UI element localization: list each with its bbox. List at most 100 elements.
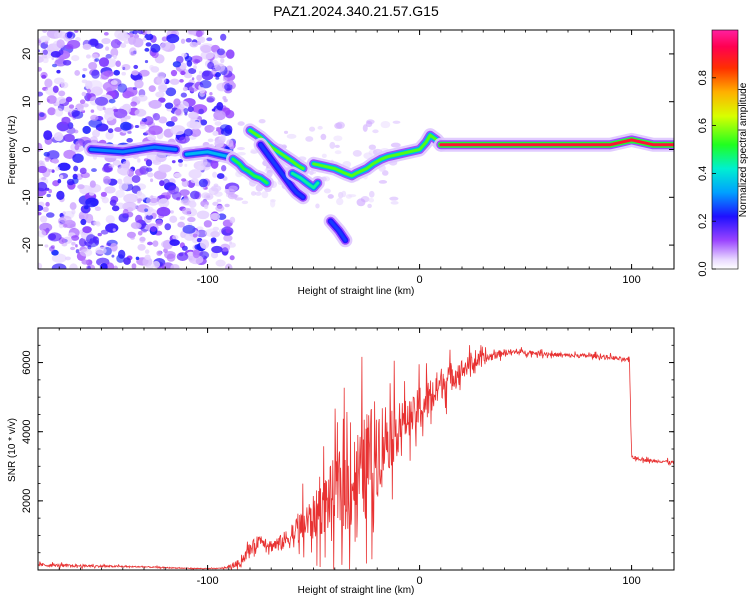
noise-speck bbox=[156, 206, 171, 217]
noise-speck bbox=[223, 234, 233, 242]
spectrogram-x-axis-label: Height of straight line (km) bbox=[298, 286, 415, 297]
noise-speck bbox=[168, 185, 180, 195]
noise-speck bbox=[206, 37, 213, 42]
noise-speck bbox=[126, 231, 136, 238]
noise-speck bbox=[54, 58, 67, 67]
noise-speck bbox=[97, 232, 102, 237]
noise-speck bbox=[39, 35, 50, 43]
noise-speck bbox=[145, 130, 153, 135]
halo-speck bbox=[228, 185, 238, 192]
noise-speck bbox=[105, 215, 115, 224]
noise-speck bbox=[89, 136, 98, 144]
noise-speck bbox=[190, 128, 202, 137]
noise-speck bbox=[115, 189, 125, 198]
noise-speck bbox=[203, 193, 214, 201]
noise-speck bbox=[110, 47, 119, 58]
halo-speck bbox=[317, 125, 323, 130]
noise-speck bbox=[216, 198, 222, 203]
noise-speck bbox=[221, 165, 227, 172]
noise-speck bbox=[132, 37, 144, 48]
noise-speck bbox=[188, 67, 197, 74]
noise-speck bbox=[200, 44, 212, 53]
snr-plot-area bbox=[38, 328, 674, 570]
noise-speck bbox=[170, 210, 174, 214]
noise-speck bbox=[212, 226, 220, 231]
noise-speck bbox=[216, 102, 224, 111]
noise-speck bbox=[62, 211, 66, 215]
noise-speck bbox=[191, 77, 195, 81]
noise-speck bbox=[86, 88, 92, 94]
noise-speck bbox=[224, 203, 230, 208]
spectral-track bbox=[290, 171, 320, 190]
noise-speck bbox=[44, 156, 51, 161]
noise-speck bbox=[38, 229, 47, 238]
noise-speck bbox=[54, 107, 64, 117]
noise-speck bbox=[144, 208, 149, 212]
noise-speck bbox=[51, 263, 67, 269]
y-tick-label: 20 bbox=[21, 48, 33, 60]
noise-speck bbox=[109, 199, 117, 206]
noise-speck bbox=[159, 180, 165, 187]
halo-speck bbox=[380, 120, 391, 129]
noise-speck bbox=[66, 32, 73, 39]
noise-speck bbox=[169, 239, 180, 247]
noise-speck bbox=[173, 98, 181, 106]
noise-speck bbox=[138, 124, 147, 130]
halo-speck bbox=[250, 191, 257, 196]
noise-speck bbox=[91, 69, 100, 79]
noise-speck bbox=[58, 49, 64, 56]
noise-speck bbox=[111, 205, 120, 212]
noise-speck bbox=[190, 178, 199, 184]
y-tick-label: -10 bbox=[21, 189, 33, 205]
halo-speck bbox=[305, 136, 314, 142]
noise-speck bbox=[133, 64, 139, 69]
noise-speck bbox=[187, 30, 197, 36]
noise-speck bbox=[194, 244, 202, 250]
noise-speck bbox=[101, 196, 109, 204]
noise-speck bbox=[153, 170, 167, 180]
halo-speck bbox=[236, 146, 245, 151]
noise-speck bbox=[124, 115, 131, 120]
noise-speck bbox=[79, 248, 93, 257]
noise-speck bbox=[214, 71, 221, 78]
noise-speck bbox=[150, 66, 160, 73]
noise-speck bbox=[183, 195, 188, 199]
noise-speck bbox=[73, 129, 79, 134]
spectral-track bbox=[329, 219, 347, 242]
noise-speck bbox=[176, 252, 189, 261]
noise-speck bbox=[113, 54, 117, 60]
halo-speck bbox=[392, 120, 401, 124]
noise-speck bbox=[114, 30, 127, 39]
noise-speck bbox=[91, 168, 97, 173]
noise-speck bbox=[177, 221, 185, 228]
noise-speck bbox=[130, 101, 138, 107]
chart-title: PAZ1.2024.340.21.57.G15 bbox=[273, 3, 439, 19]
noise-speck bbox=[136, 190, 143, 196]
noise-speck bbox=[194, 59, 201, 64]
noise-speck bbox=[137, 158, 141, 163]
noise-speck bbox=[203, 220, 212, 228]
noise-speck bbox=[210, 159, 219, 169]
noise-speck bbox=[147, 211, 152, 216]
noise-speck bbox=[171, 160, 176, 164]
noise-speck bbox=[105, 46, 110, 51]
x-tick-label: 0 bbox=[417, 575, 423, 587]
noise-speck bbox=[47, 107, 56, 116]
noise-speck bbox=[181, 207, 192, 215]
noise-speck bbox=[59, 215, 72, 224]
noise-speck bbox=[87, 265, 91, 269]
noise-speck bbox=[210, 212, 221, 221]
spectral-track bbox=[231, 157, 269, 185]
noise-speck bbox=[182, 86, 188, 92]
halo-speck bbox=[341, 190, 347, 198]
noise-speck bbox=[45, 201, 50, 207]
noise-speck bbox=[105, 54, 112, 59]
noise-speck bbox=[137, 198, 143, 202]
spectrogram-y-axis-label: Frequency (Hz) bbox=[7, 116, 18, 185]
noise-speck bbox=[113, 69, 120, 76]
noise-speck bbox=[187, 106, 194, 113]
noise-speck bbox=[216, 173, 225, 179]
noise-speck bbox=[117, 249, 126, 259]
noise-speck bbox=[196, 210, 210, 220]
noise-speck bbox=[89, 191, 95, 196]
